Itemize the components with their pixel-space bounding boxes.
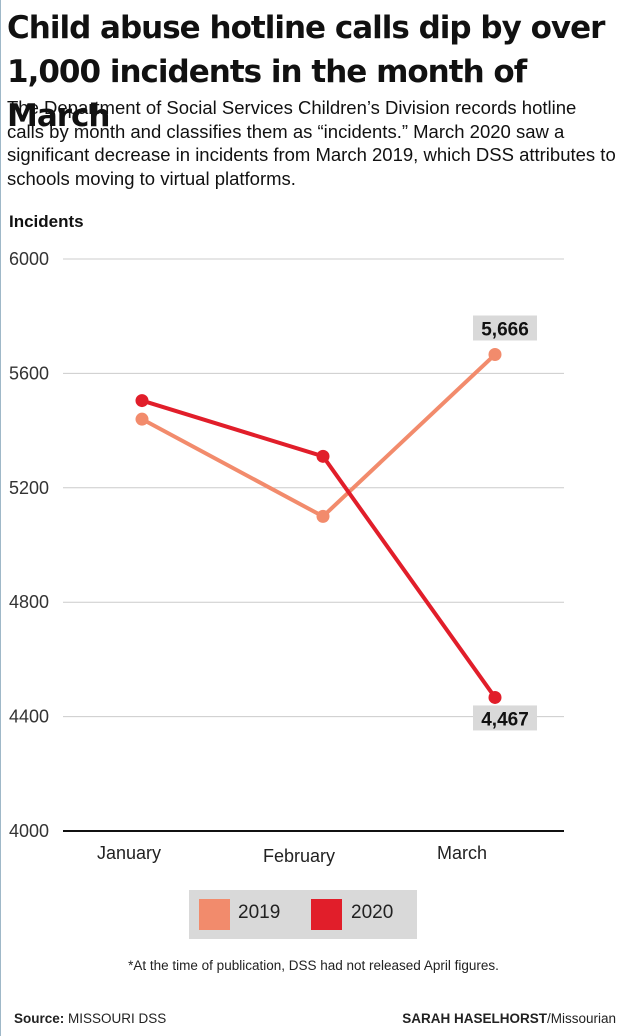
credit-org: /Missourian xyxy=(546,1011,616,1026)
y-tick-label: 5200 xyxy=(9,478,49,498)
data-label: 5,666 xyxy=(481,320,529,341)
y-tick-labels: 4000 4400 4800 5200 5600 6000 xyxy=(9,249,49,841)
data-point-2020 xyxy=(316,449,330,463)
data-label-bg xyxy=(473,705,537,731)
source-line: Source: MISSOURI DSS xyxy=(14,1011,166,1026)
data-label: 4,467 xyxy=(481,709,529,730)
credit-name: SARAH HASELHORST xyxy=(402,1011,547,1026)
series-line-2020 xyxy=(141,398,497,699)
x-tick-label: February xyxy=(263,846,335,866)
credit-line: SARAH HASELHORST/Missourian xyxy=(402,1011,616,1026)
y-axis-label: Incidents xyxy=(9,212,84,231)
x-tick-label: March xyxy=(437,843,487,863)
footnote: *At the time of publication, DSS had not… xyxy=(128,958,499,973)
legend: 2019 2020 xyxy=(189,890,417,939)
data-point-2019 xyxy=(316,509,330,523)
chart-subtitle: The Department of Social Services Childr… xyxy=(7,97,616,189)
y-tick-label: 4400 xyxy=(9,707,49,727)
data-labels: 5,666 4,467 xyxy=(473,315,537,731)
data-point-2020 xyxy=(135,394,149,408)
legend-label-2019: 2019 xyxy=(238,902,281,923)
line-chart: 4000 4400 4800 5200 5600 6000 January February… xyxy=(9,249,564,866)
legend-label-2020: 2020 xyxy=(351,902,394,923)
x-tick-labels: January February March xyxy=(97,843,487,866)
gridlines xyxy=(63,258,564,832)
series-line-2019 xyxy=(141,353,497,519)
y-tick-label: 4000 xyxy=(9,821,49,841)
legend-swatch-2020 xyxy=(311,899,342,930)
legend-swatch-2019 xyxy=(199,899,230,930)
y-tick-label: 6000 xyxy=(9,249,49,269)
y-tick-label: 5600 xyxy=(9,363,49,383)
data-point-2019 xyxy=(488,348,502,362)
source-value: MISSOURI DSS xyxy=(68,1011,167,1026)
chart-title: Child abuse hotline calls dip by over 1,… xyxy=(7,10,605,134)
source-label: Source: xyxy=(14,1011,65,1026)
data-point-2019 xyxy=(135,412,149,426)
data-label-bg xyxy=(473,315,537,341)
x-tick-label: January xyxy=(97,843,161,863)
series-lines xyxy=(141,353,497,699)
data-point-2020 xyxy=(488,690,502,704)
y-tick-label: 4800 xyxy=(9,592,49,612)
series-points xyxy=(135,348,502,704)
